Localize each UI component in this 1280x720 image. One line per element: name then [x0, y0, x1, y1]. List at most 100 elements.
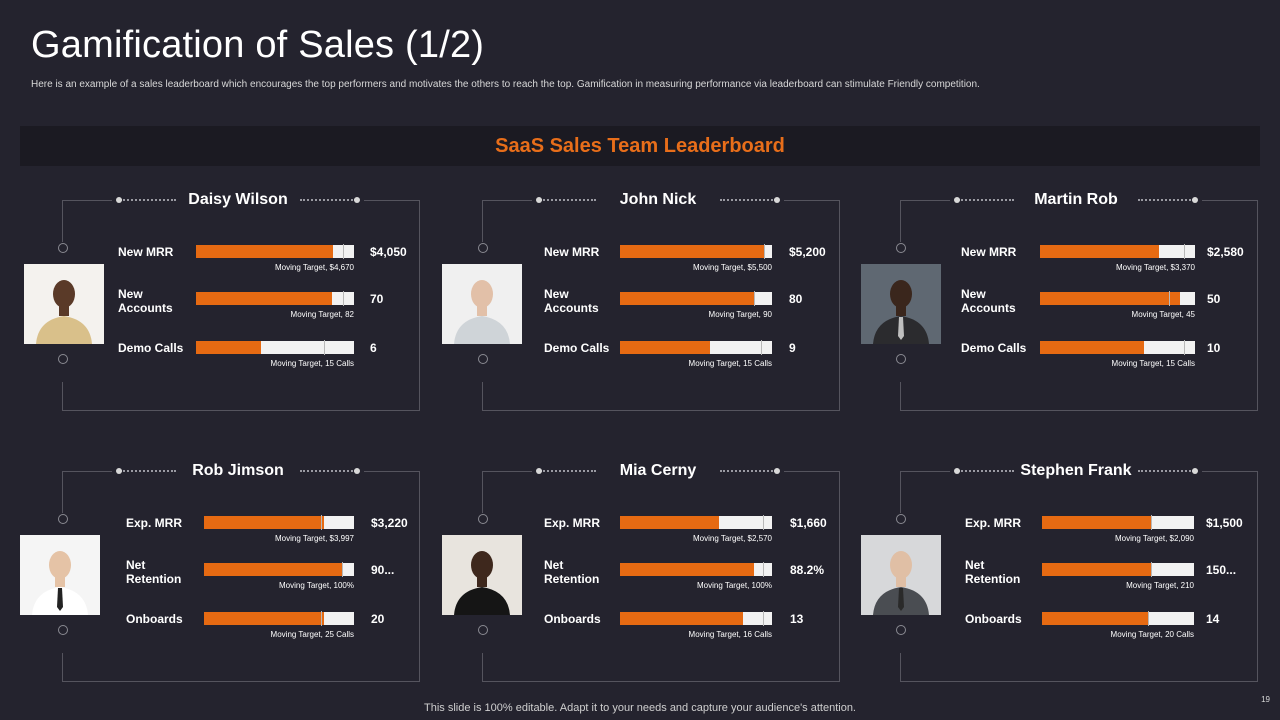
metric-label: Exp. MRR — [126, 516, 183, 530]
progress-bar — [204, 562, 354, 577]
frame-node — [58, 243, 68, 253]
connector-dot — [774, 468, 780, 474]
metric-row: Exp. MRR $3,220 Moving Target, $3,997 — [20, 515, 408, 556]
progress-bar — [620, 515, 772, 530]
metric-label: Net Retention — [965, 558, 1021, 586]
frame-node — [478, 514, 488, 524]
metric-row: Demo Calls 9 Moving Target, 15 Calls — [440, 340, 800, 381]
moving-target-text: Moving Target, 90 — [708, 310, 772, 319]
progress-fill — [620, 292, 754, 305]
dotted-connector — [300, 470, 356, 472]
person-name: Mia Cerny — [619, 462, 697, 479]
metric-label: New Accounts — [118, 287, 173, 315]
leaderboard-banner: SaaS Sales Team Leaderboard — [20, 126, 1260, 166]
metric-value: 80 — [789, 292, 803, 306]
moving-target-text: Moving Target, 15 Calls — [1111, 359, 1195, 368]
target-marker — [762, 515, 764, 530]
metric-label: Exp. MRR — [965, 516, 1022, 530]
progress-bar — [1042, 611, 1194, 626]
target-marker — [342, 291, 344, 306]
progress-bar — [196, 244, 354, 259]
metric-label: Onboards — [126, 612, 183, 626]
progress-fill — [1040, 245, 1160, 258]
footer-note: This slide is 100% editable. Adapt it to… — [424, 702, 856, 714]
moving-target-text: Moving Target, 100% — [696, 581, 772, 590]
person-name: Rob Jimson — [192, 462, 284, 479]
avatar — [24, 264, 104, 344]
metric-row: New MRR $4,050 Moving Target, $4,670 — [20, 244, 407, 285]
slide-subtitle: Here is an example of a sales leaderboar… — [31, 79, 980, 90]
metric-label: Net Retention — [544, 558, 600, 586]
progress-bar — [1042, 515, 1194, 530]
person-name: Daisy Wilson — [188, 191, 288, 208]
avatar — [20, 535, 100, 615]
metric-row: Demo Calls 6 Moving Target, 15 Calls — [20, 340, 380, 381]
metric-label: Demo Calls — [961, 341, 1027, 355]
metric-label: New Accounts — [961, 287, 1016, 315]
person-photo-icon — [442, 264, 522, 344]
progress-fill — [204, 516, 324, 529]
connector-dot — [536, 468, 542, 474]
progress-fill — [196, 292, 332, 305]
target-marker — [342, 244, 344, 259]
progress-bar — [1042, 562, 1194, 577]
dotted-connector — [540, 470, 596, 472]
moving-target-text: Moving Target, 15 Calls — [270, 359, 354, 368]
target-marker — [764, 244, 766, 259]
frame-node — [478, 625, 488, 635]
connector-dot — [1192, 468, 1198, 474]
target-marker — [1184, 340, 1186, 355]
progress-fill — [1042, 563, 1152, 576]
name-tab: Rob Jimson — [112, 461, 364, 481]
frame-node — [478, 243, 488, 253]
target-marker — [753, 291, 755, 306]
metric-label: New MRR — [118, 245, 174, 259]
metric-value: $1,660 — [790, 516, 827, 530]
progress-bar — [620, 244, 772, 259]
metric-row: Onboards 14 Moving Target, 20 Calls — [858, 611, 1219, 652]
person-photo-icon — [24, 264, 104, 344]
metric-value: 20 — [371, 612, 385, 626]
metric-row: Onboards 13 Moving Target, 16 Calls — [440, 611, 803, 652]
metric-label: Exp. MRR — [544, 516, 601, 530]
moving-target-text: Moving Target, 100% — [278, 581, 354, 590]
metric-value: 9 — [789, 341, 796, 355]
leaderboard-card: Mia Cerny Exp. MRR $1,660 Moving Target, $2… — [440, 461, 860, 701]
progress-fill — [1042, 516, 1152, 529]
metric-row: Onboards 20 Moving Target, 25 Calls — [20, 611, 384, 652]
avatar — [861, 535, 941, 615]
metric-label: Onboards — [965, 612, 1022, 626]
moving-target-text: Moving Target, 45 — [1131, 310, 1195, 319]
frame-node — [58, 625, 68, 635]
metric-row: New Accounts 70 Moving Target, 82 — [20, 287, 383, 332]
moving-target-text: Moving Target, $2,090 — [1114, 534, 1194, 543]
progress-fill — [620, 612, 744, 625]
moving-target-text: Moving Target, 25 Calls — [270, 630, 354, 639]
metric-value: $2,580 — [1207, 245, 1244, 259]
metric-value: $5,200 — [789, 245, 826, 259]
metric-row: New MRR $2,580 Moving Target, $3,370 — [858, 244, 1244, 285]
metric-value: 88.2% — [790, 563, 825, 577]
metric-value: $3,220 — [371, 516, 408, 530]
connector-dot — [354, 197, 360, 203]
connector-dot — [954, 468, 960, 474]
progress-fill — [620, 341, 710, 354]
connector-dot — [354, 468, 360, 474]
progress-bar — [204, 515, 354, 530]
name-tab: Daisy Wilson — [112, 190, 364, 210]
moving-target-text: Moving Target, 15 Calls — [688, 359, 772, 368]
progress-bar — [204, 611, 354, 626]
person-name: Stephen Frank — [1020, 462, 1132, 479]
banner-title: SaaS Sales Team Leaderboard — [495, 134, 785, 157]
connector-dot — [536, 197, 542, 203]
target-marker — [762, 562, 764, 577]
metric-value: $4,050 — [370, 245, 407, 259]
progress-fill — [1040, 341, 1144, 354]
progress-bar — [620, 562, 772, 577]
leaderboard-card: Daisy Wilson New MRR $4,050 Moving Target, … — [20, 190, 440, 430]
metric-label: Net Retention — [126, 558, 182, 586]
progress-bar — [1040, 244, 1195, 259]
progress-fill — [204, 563, 342, 576]
dotted-connector — [720, 470, 776, 472]
metric-row: New MRR $5,200 Moving Target, $5,500 — [440, 244, 826, 285]
